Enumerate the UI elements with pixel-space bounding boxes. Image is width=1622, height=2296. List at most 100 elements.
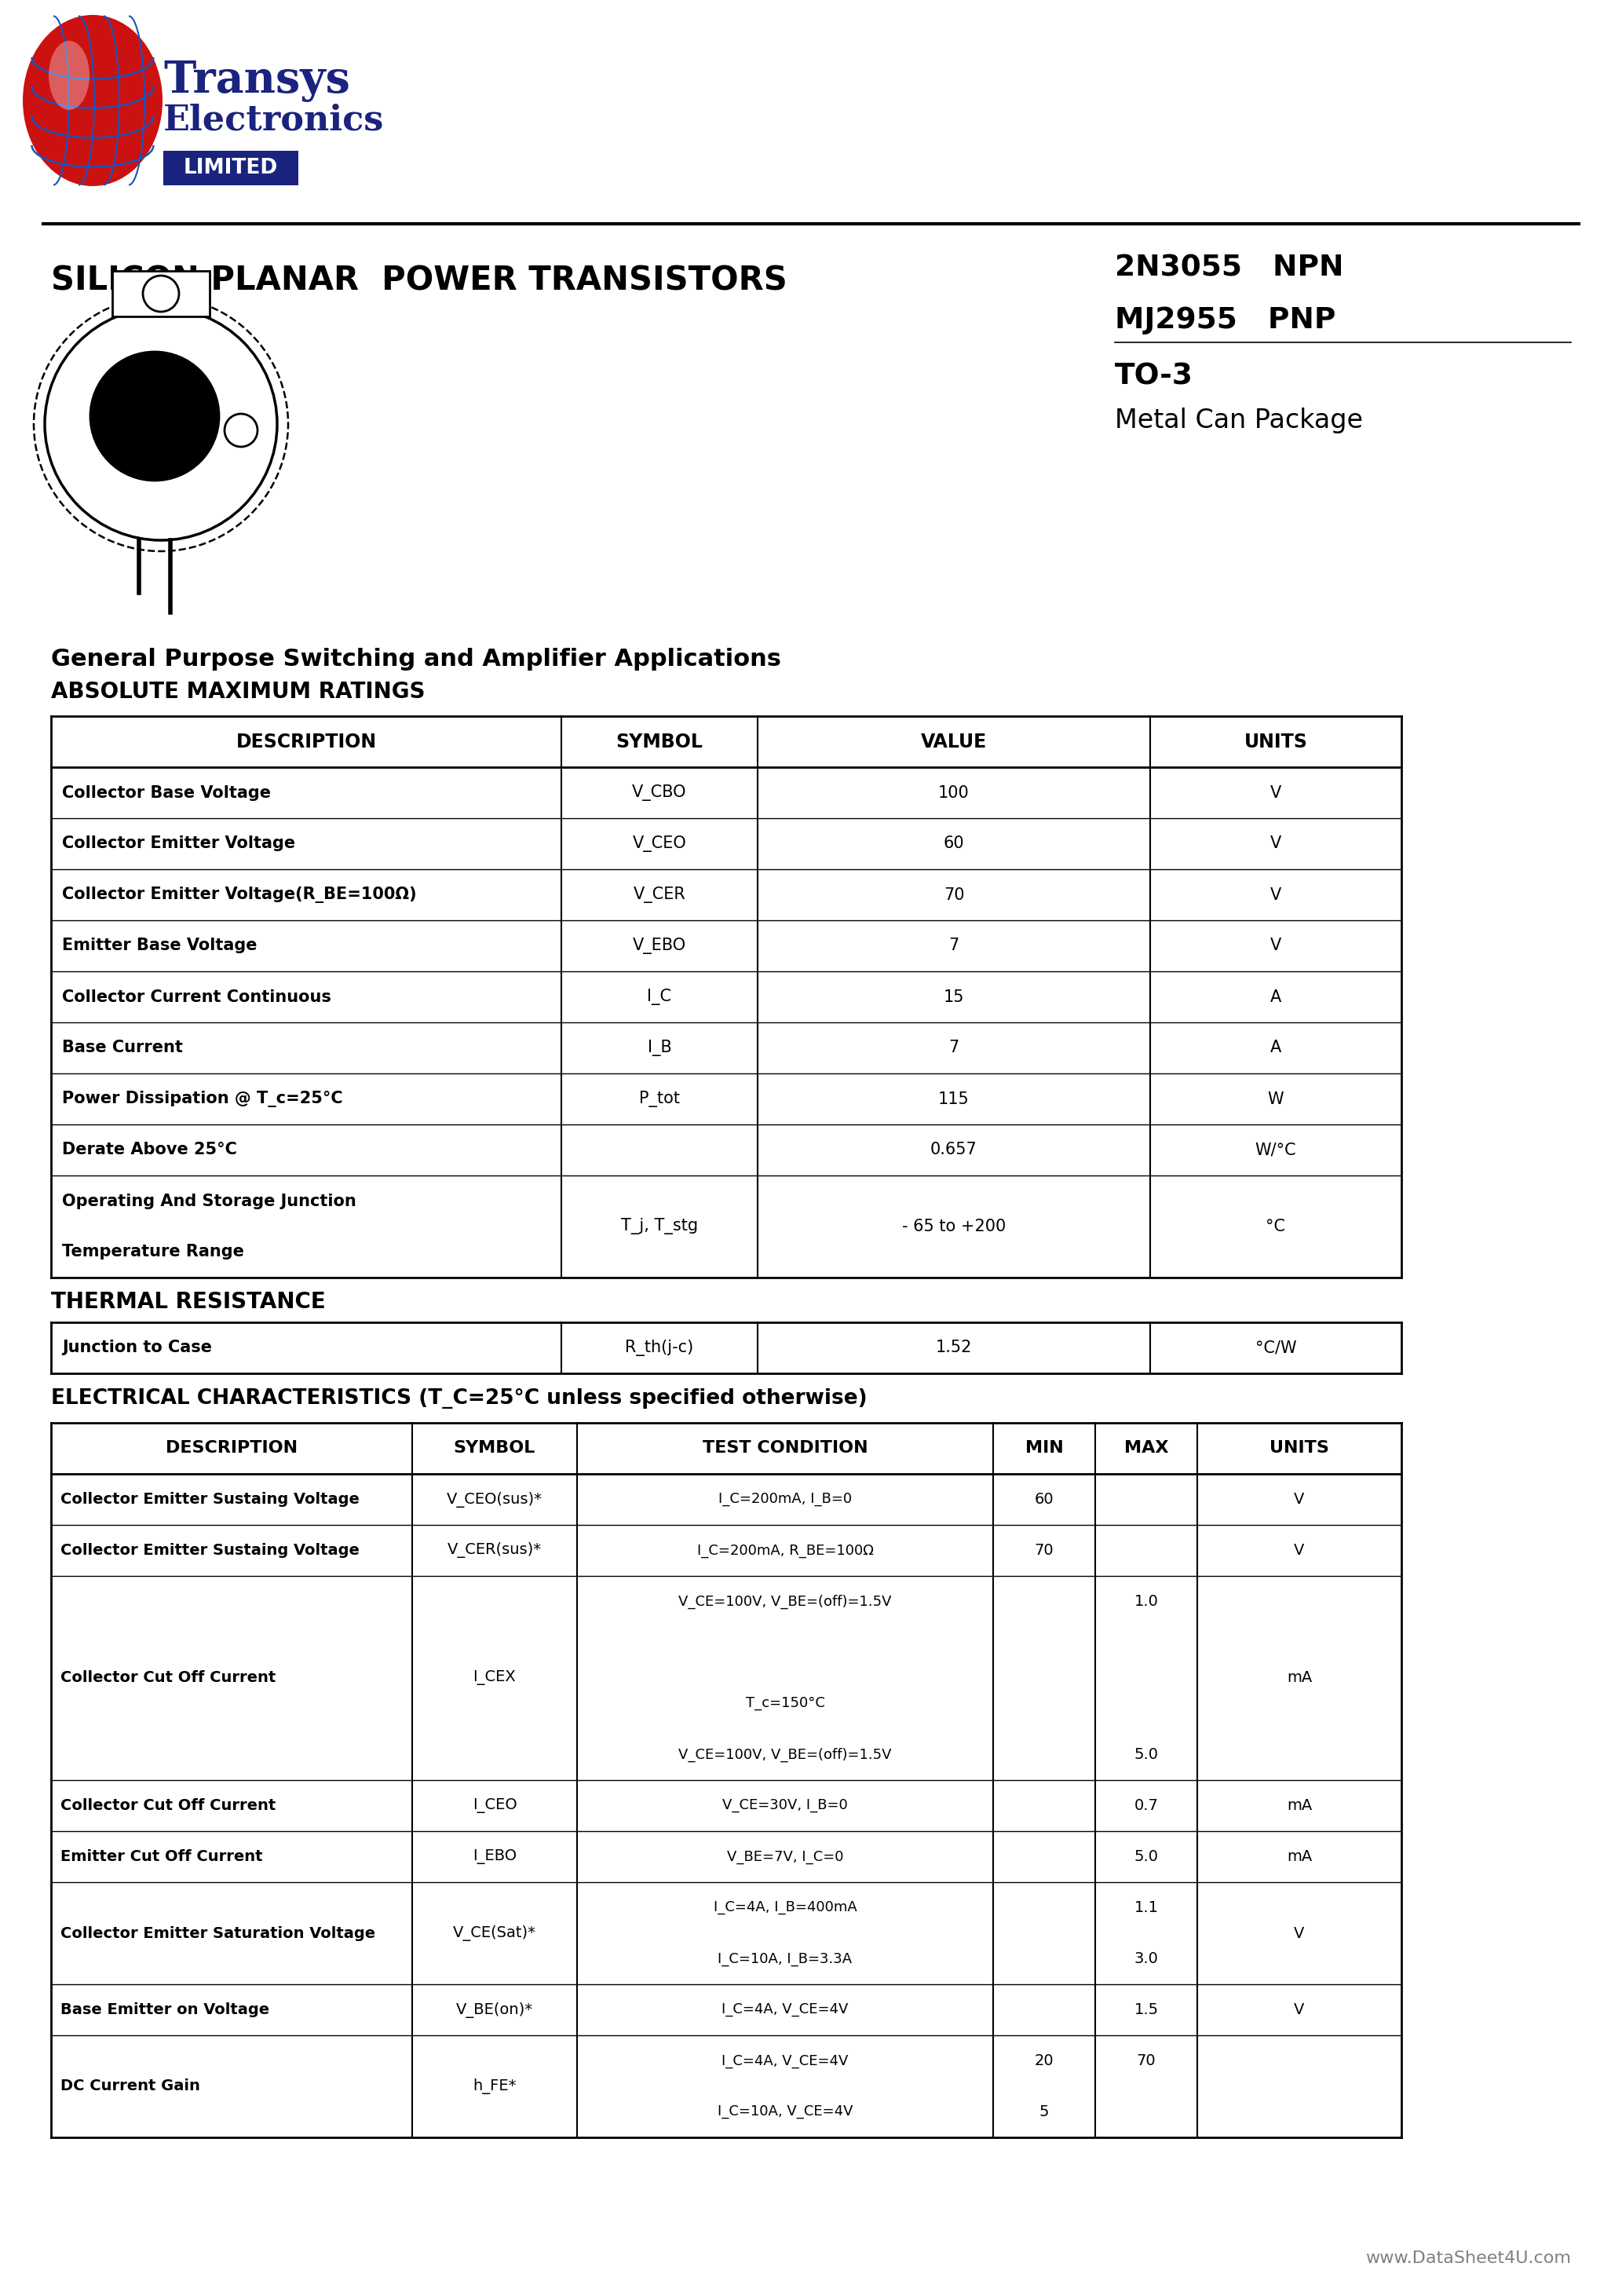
Ellipse shape bbox=[49, 41, 89, 110]
Text: Collector Emitter Saturation Voltage: Collector Emitter Saturation Voltage bbox=[60, 1926, 375, 1940]
Text: Collector Cut Off Current: Collector Cut Off Current bbox=[60, 1671, 276, 1685]
Text: VALUE: VALUE bbox=[921, 732, 986, 751]
Text: Collector Emitter Sustaing Voltage: Collector Emitter Sustaing Voltage bbox=[60, 1543, 360, 1559]
Text: Collector Emitter Sustaing Voltage: Collector Emitter Sustaing Voltage bbox=[60, 1492, 360, 1506]
Text: Base Current: Base Current bbox=[62, 1040, 183, 1056]
Text: Junction to Case: Junction to Case bbox=[62, 1341, 212, 1355]
Text: Collector Emitter Voltage: Collector Emitter Voltage bbox=[62, 836, 295, 852]
Text: ABSOLUTE MAXIMUM RATINGS: ABSOLUTE MAXIMUM RATINGS bbox=[50, 682, 425, 703]
Text: W/°C: W/°C bbox=[1255, 1141, 1296, 1157]
Text: I_B: I_B bbox=[647, 1040, 672, 1056]
Text: T_j, T_stg: T_j, T_stg bbox=[621, 1219, 697, 1235]
Text: I_CEX: I_CEX bbox=[474, 1671, 516, 1685]
Text: 3.0: 3.0 bbox=[1134, 1952, 1158, 1965]
Text: 5.0: 5.0 bbox=[1134, 1848, 1158, 1864]
Text: 100: 100 bbox=[938, 785, 970, 801]
Text: V_EBO: V_EBO bbox=[633, 937, 686, 955]
Text: mA: mA bbox=[1286, 1798, 1312, 1814]
Text: SYMBOL: SYMBOL bbox=[616, 732, 702, 751]
Text: 1.1: 1.1 bbox=[1134, 1901, 1158, 1915]
Text: Derate Above 25°C: Derate Above 25°C bbox=[62, 1141, 237, 1157]
Text: I_C=4A, V_CE=4V: I_C=4A, V_CE=4V bbox=[722, 2053, 848, 2069]
Text: 60: 60 bbox=[1035, 1492, 1054, 1506]
Text: V: V bbox=[1294, 1492, 1304, 1506]
Text: V_CBO: V_CBO bbox=[633, 785, 686, 801]
Text: 70: 70 bbox=[1035, 1543, 1054, 1559]
Text: 7: 7 bbox=[949, 939, 959, 953]
Text: 2N3055   NPN: 2N3055 NPN bbox=[1114, 255, 1343, 282]
Text: V_BE=7V, I_C=0: V_BE=7V, I_C=0 bbox=[727, 1851, 843, 1864]
Text: Operating And Storage Junction: Operating And Storage Junction bbox=[62, 1194, 357, 1210]
Text: MAX: MAX bbox=[1124, 1440, 1168, 1456]
Text: DC Current Gain: DC Current Gain bbox=[60, 2078, 200, 2094]
Text: Electronics: Electronics bbox=[164, 103, 384, 138]
Text: Collector Emitter Voltage(R_BE=100Ω): Collector Emitter Voltage(R_BE=100Ω) bbox=[62, 886, 417, 902]
Text: 7: 7 bbox=[949, 1040, 959, 1056]
Text: Collector Cut Off Current: Collector Cut Off Current bbox=[60, 1798, 276, 1814]
Text: 5.0: 5.0 bbox=[1134, 1747, 1158, 1761]
Text: V: V bbox=[1294, 1543, 1304, 1559]
Text: V: V bbox=[1294, 2002, 1304, 2018]
Circle shape bbox=[45, 308, 277, 540]
Text: THERMAL RESISTANCE: THERMAL RESISTANCE bbox=[50, 1290, 326, 1313]
Text: ELECTRICAL CHARACTERISTICS (T_C=25°C unless specified otherwise): ELECTRICAL CHARACTERISTICS (T_C=25°C unl… bbox=[50, 1389, 868, 1410]
Text: °C/W: °C/W bbox=[1255, 1341, 1296, 1355]
Text: Metal Can Package: Metal Can Package bbox=[1114, 406, 1362, 434]
Text: Power Dissipation @ T_c=25°C: Power Dissipation @ T_c=25°C bbox=[62, 1091, 342, 1107]
Text: SILICON PLANAR  POWER TRANSISTORS: SILICON PLANAR POWER TRANSISTORS bbox=[50, 264, 787, 298]
Circle shape bbox=[224, 413, 258, 448]
Text: Collector Base Voltage: Collector Base Voltage bbox=[62, 785, 271, 801]
Text: 5: 5 bbox=[1040, 2105, 1049, 2119]
Text: V_CE=30V, I_B=0: V_CE=30V, I_B=0 bbox=[722, 1798, 848, 1814]
Text: Base Emitter on Voltage: Base Emitter on Voltage bbox=[60, 2002, 269, 2018]
Circle shape bbox=[143, 276, 178, 312]
Text: V_BE(on)*: V_BE(on)* bbox=[456, 2002, 534, 2018]
Text: T_c=150°C: T_c=150°C bbox=[746, 1697, 824, 1711]
Text: LIMITED: LIMITED bbox=[183, 158, 277, 179]
Text: UNITS: UNITS bbox=[1244, 732, 1307, 751]
Text: V_CE(Sat)*: V_CE(Sat)* bbox=[453, 1926, 537, 1940]
Text: General Purpose Switching and Amplifier Applications: General Purpose Switching and Amplifier … bbox=[50, 647, 782, 670]
Text: 115: 115 bbox=[938, 1091, 970, 1107]
Text: 0.657: 0.657 bbox=[931, 1141, 978, 1157]
Bar bbox=[112, 271, 209, 317]
Text: W: W bbox=[1268, 1091, 1285, 1107]
Text: TEST CONDITION: TEST CONDITION bbox=[702, 1440, 868, 1456]
Text: DESCRIPTION: DESCRIPTION bbox=[165, 1440, 297, 1456]
Text: - 65 to +200: - 65 to +200 bbox=[902, 1219, 1006, 1235]
Text: I_EBO: I_EBO bbox=[472, 1848, 517, 1864]
Text: 20: 20 bbox=[1035, 2053, 1054, 2069]
Text: 70: 70 bbox=[944, 886, 965, 902]
Text: 0.7: 0.7 bbox=[1134, 1798, 1158, 1814]
Text: h_FE*: h_FE* bbox=[474, 2078, 516, 2094]
Text: V_CEO: V_CEO bbox=[633, 836, 686, 852]
Text: UNITS: UNITS bbox=[1270, 1440, 1328, 1456]
Text: A: A bbox=[1270, 990, 1281, 1006]
Bar bbox=[164, 152, 298, 186]
Text: SYMBOL: SYMBOL bbox=[454, 1440, 535, 1456]
Text: V: V bbox=[1270, 939, 1281, 953]
Text: 1.52: 1.52 bbox=[936, 1341, 972, 1355]
Text: I_C=200mA, I_B=0: I_C=200mA, I_B=0 bbox=[719, 1492, 852, 1506]
Text: V: V bbox=[1270, 785, 1281, 801]
Text: P_tot: P_tot bbox=[639, 1091, 680, 1107]
Text: I_C=4A, I_B=400mA: I_C=4A, I_B=400mA bbox=[714, 1901, 856, 1915]
Text: V: V bbox=[1270, 886, 1281, 902]
Text: V_CER(sus)*: V_CER(sus)* bbox=[448, 1543, 542, 1559]
Text: MJ2955   PNP: MJ2955 PNP bbox=[1114, 305, 1337, 335]
Text: I_C=200mA, R_BE=100Ω: I_C=200mA, R_BE=100Ω bbox=[697, 1543, 873, 1557]
Text: V_CE=100V, V_BE=(off)=1.5V: V_CE=100V, V_BE=(off)=1.5V bbox=[678, 1593, 892, 1609]
Text: V: V bbox=[1270, 836, 1281, 852]
Ellipse shape bbox=[23, 14, 162, 186]
Text: 60: 60 bbox=[944, 836, 965, 852]
Text: 70: 70 bbox=[1137, 2053, 1156, 2069]
Text: V: V bbox=[1294, 1926, 1304, 1940]
Text: mA: mA bbox=[1286, 1848, 1312, 1864]
Text: www.DataSheet4U.com: www.DataSheet4U.com bbox=[1366, 2250, 1572, 2266]
Text: 1.0: 1.0 bbox=[1134, 1593, 1158, 1609]
Text: Emitter Base Voltage: Emitter Base Voltage bbox=[62, 939, 258, 953]
Text: A: A bbox=[1270, 1040, 1281, 1056]
Text: Temperature Range: Temperature Range bbox=[62, 1244, 243, 1261]
Text: I_C: I_C bbox=[647, 990, 672, 1006]
Text: V_CER: V_CER bbox=[633, 886, 686, 902]
